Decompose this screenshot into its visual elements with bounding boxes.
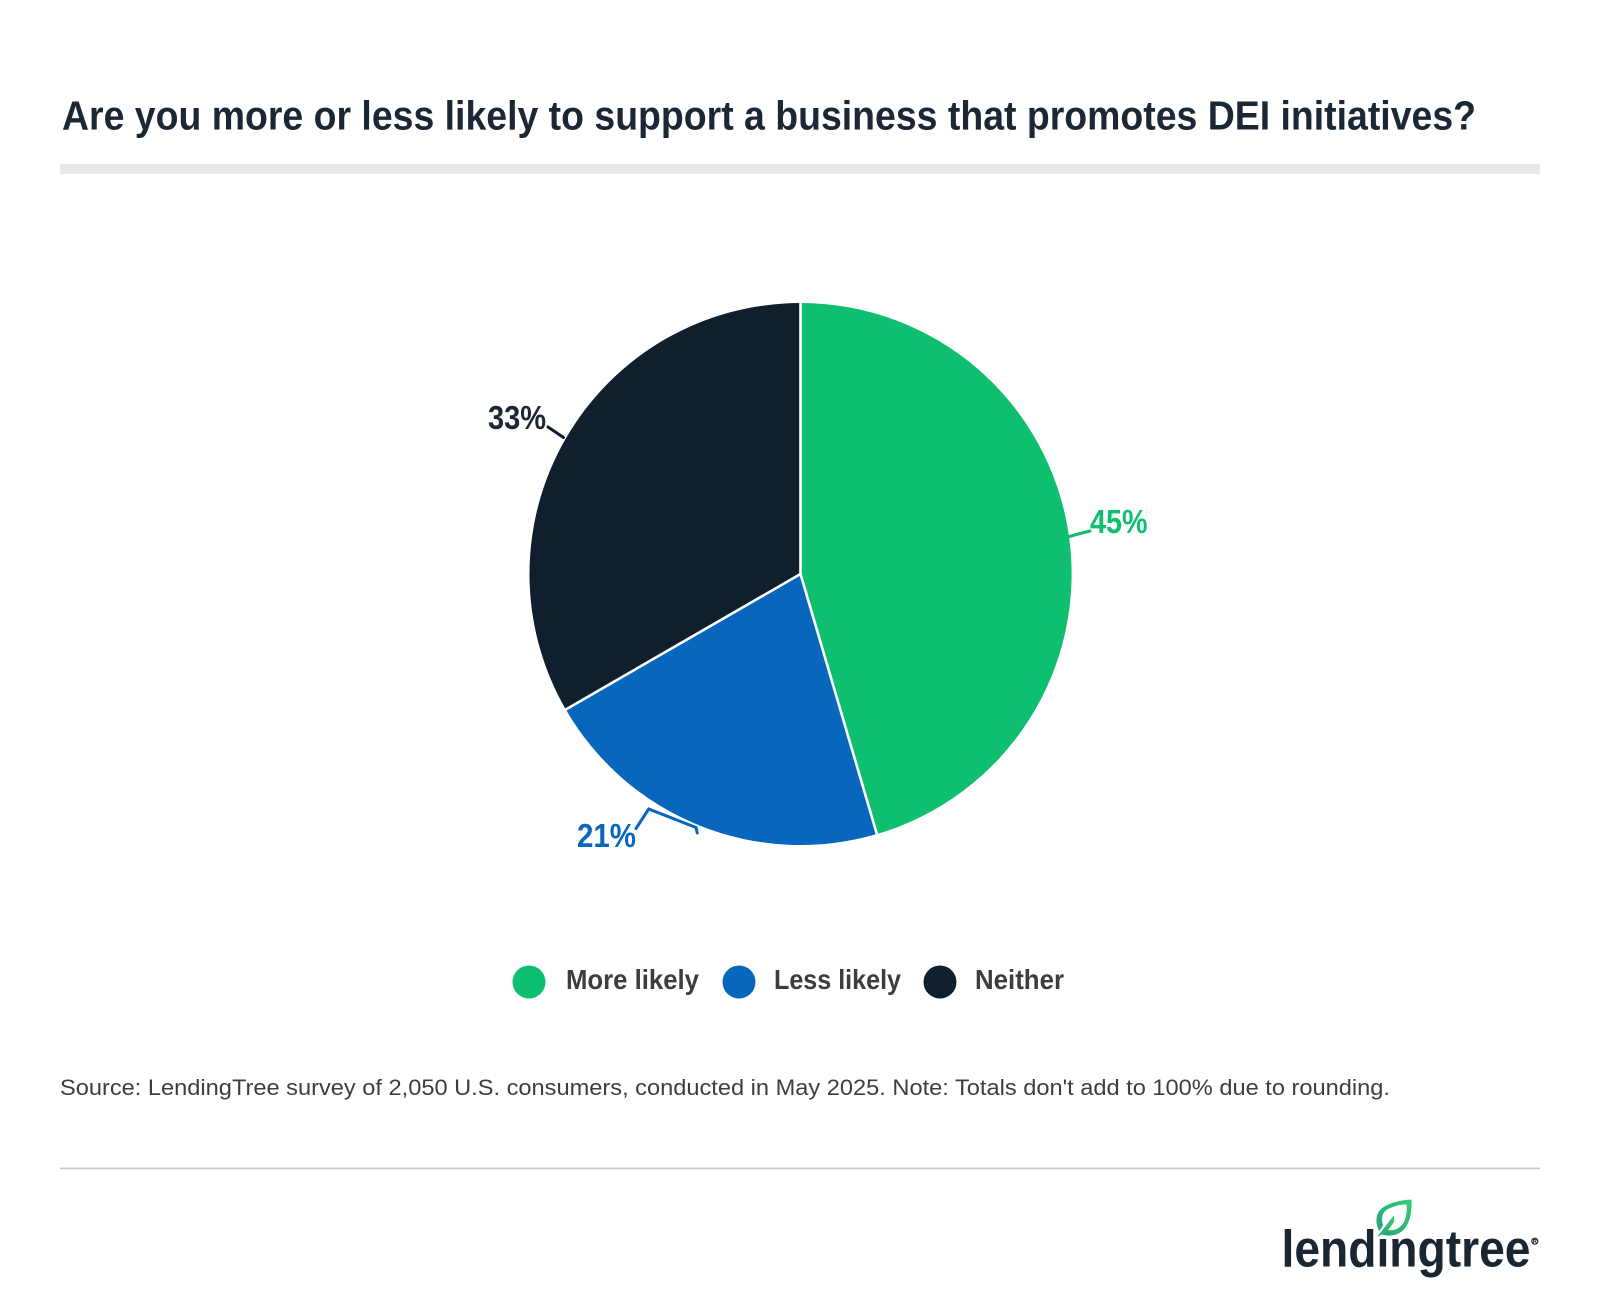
svg-text:45%: 45% xyxy=(1090,503,1148,540)
svg-text:Source: LendingTree survey of: Source: LendingTree survey of 2,050 U.S.… xyxy=(60,1075,1390,1100)
svg-text:More likely: More likely xyxy=(566,964,699,995)
svg-text:Are you more or less likely to: Are you more or less likely to support a… xyxy=(62,93,1476,139)
svg-text:Less likely: Less likely xyxy=(774,964,901,995)
svg-text:lendıngtree: lendıngtree xyxy=(1282,1221,1531,1279)
svg-text:21%: 21% xyxy=(577,817,636,854)
svg-text:Neither: Neither xyxy=(975,964,1064,995)
svg-text:33%: 33% xyxy=(488,399,546,436)
